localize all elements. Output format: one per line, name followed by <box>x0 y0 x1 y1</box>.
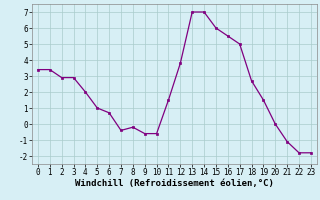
X-axis label: Windchill (Refroidissement éolien,°C): Windchill (Refroidissement éolien,°C) <box>75 179 274 188</box>
